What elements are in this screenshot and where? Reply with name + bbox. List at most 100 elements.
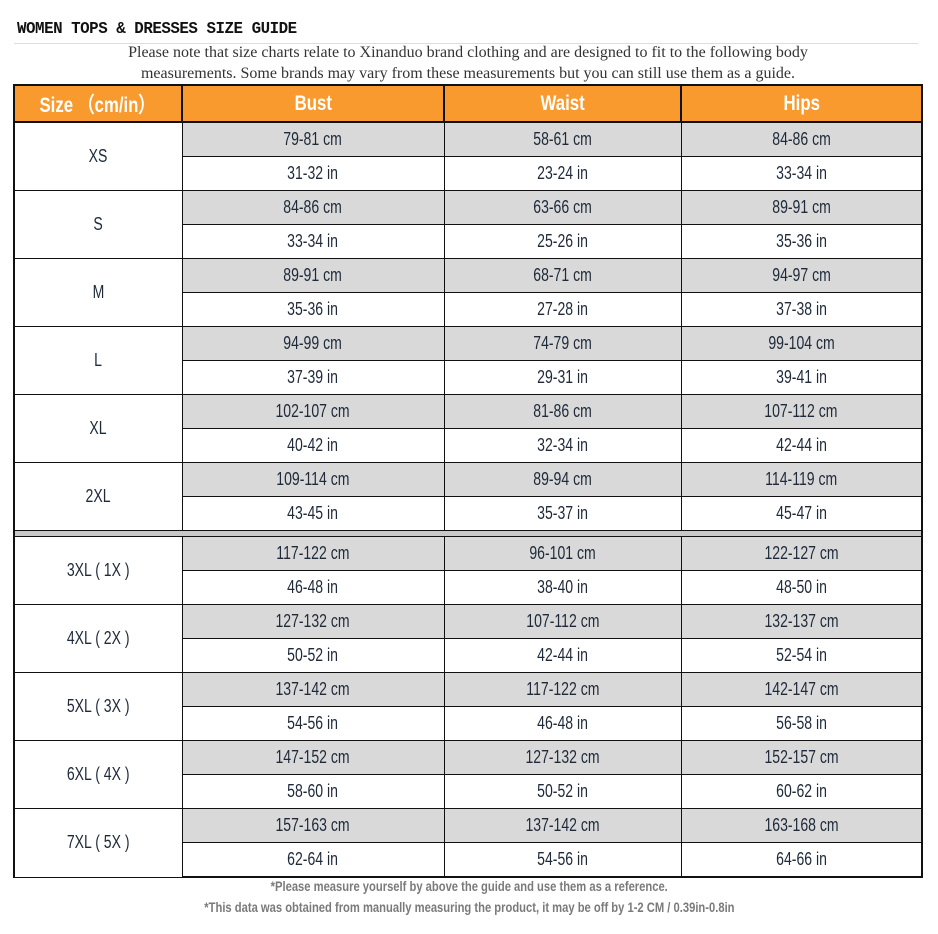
footnotes: *Please measure yourself by above the gu… <box>0 876 938 918</box>
size-label: M <box>13 258 183 327</box>
cell-in: 37-39 in <box>181 360 445 395</box>
size-label: S <box>13 190 183 259</box>
cell-cm: 114-119 cm <box>680 462 923 497</box>
cell-in: 29-31 in <box>443 360 682 395</box>
table-row-cm: L 94-99 cm 74-79 cm 99-104 cm <box>13 326 923 395</box>
divider <box>14 43 918 44</box>
cell-in: 38-40 in <box>443 570 682 605</box>
cell-cm: 137-142 cm <box>443 808 682 843</box>
cell-cm: 137-142 cm <box>181 672 445 707</box>
table-row-cm: 2XL 109-114 cm 89-94 cm 114-119 cm <box>13 462 923 531</box>
cell-in: 25-26 in <box>443 224 682 259</box>
footnote: *Please measure yourself by above the gu… <box>270 878 668 894</box>
cell-cm: 84-86 cm <box>680 121 923 157</box>
table-row-cm: XL 102-107 cm 81-86 cm 107-112 cm <box>13 394 923 463</box>
cell-in: 52-54 in <box>680 638 923 673</box>
table-row-in: 31-32 in 23-24 in 33-34 in <box>14 156 923 191</box>
size-label: 4XL ( 2X ) <box>13 604 183 673</box>
cell-cm: 81-86 cm <box>443 394 682 429</box>
cell-in: 56-58 in <box>680 706 923 741</box>
size-label: 2XL <box>13 462 183 531</box>
cell-in: 62-64 in <box>181 842 445 878</box>
table-row-cm: S 84-86 cm 63-66 cm 89-91 cm <box>13 190 923 259</box>
cell-cm: 127-132 cm <box>443 740 682 775</box>
cell-in: 31-32 in <box>181 156 445 191</box>
note-line: Please note that size charts relate to X… <box>128 44 808 61</box>
cell-in: 35-36 in <box>680 224 923 259</box>
cell-cm: 102-107 cm <box>181 394 445 429</box>
cell-cm: 122-127 cm <box>680 536 923 571</box>
size-label: L <box>13 326 183 395</box>
cell-in: 39-41 in <box>680 360 923 395</box>
cell-in: 46-48 in <box>181 570 445 605</box>
table-row-in: 62-64 in 54-56 in 64-66 in <box>14 842 923 878</box>
cell-cm: 109-114 cm <box>181 462 445 497</box>
table-row-in: 35-36 in 27-28 in 37-38 in <box>14 292 923 327</box>
cell-cm: 152-157 cm <box>680 740 923 775</box>
cell-cm: 157-163 cm <box>181 808 445 843</box>
cell-cm: 117-122 cm <box>443 672 682 707</box>
size-label: 5XL ( 3X ) <box>13 672 183 741</box>
cell-in: 60-62 in <box>680 774 923 809</box>
cell-in: 43-45 in <box>181 496 445 531</box>
size-label: 6XL ( 4X ) <box>13 740 183 809</box>
cell-in: 64-66 in <box>680 842 923 878</box>
cell-in: 54-56 in <box>443 842 682 878</box>
cell-cm: 94-99 cm <box>181 326 445 361</box>
header-size: Size （cm/in） <box>13 84 183 123</box>
cell-cm: 147-152 cm <box>181 740 445 775</box>
table-row-in: 58-60 in 50-52 in 60-62 in <box>14 774 923 809</box>
footnote: *This data was obtained from manually me… <box>203 899 735 915</box>
cell-in: 42-44 in <box>680 428 923 463</box>
cell-cm: 163-168 cm <box>680 808 923 843</box>
cell-in: 58-60 in <box>181 774 445 809</box>
cell-in: 37-38 in <box>680 292 923 327</box>
table-row-in: 33-34 in 25-26 in 35-36 in <box>14 224 923 259</box>
cell-cm: 84-86 cm <box>181 190 445 225</box>
cell-in: 45-47 in <box>680 496 923 531</box>
cell-in: 54-56 in <box>181 706 445 741</box>
cell-cm: 117-122 cm <box>181 536 445 571</box>
cell-in: 42-44 in <box>443 638 682 673</box>
cell-cm: 132-137 cm <box>680 604 923 639</box>
table-row-cm: 4XL ( 2X ) 127-132 cm 107-112 cm 132-137 cm <box>13 604 923 673</box>
cell-cm: 99-104 cm <box>680 326 923 361</box>
table-row-cm: 7XL ( 5X ) 157-163 cm 137-142 cm 163-168 cm <box>13 808 923 878</box>
page-title: WOMEN TOPS & DRESSES SIZE GUIDE <box>17 20 297 39</box>
cell-cm: 79-81 cm <box>181 121 445 157</box>
intro-note: Please note that size charts relate to X… <box>14 42 922 84</box>
header-bust: Bust <box>181 84 445 123</box>
cell-cm: 107-112 cm <box>443 604 682 639</box>
cell-in: 46-48 in <box>443 706 682 741</box>
header-waist: Waist <box>443 84 682 123</box>
cell-cm: 96-101 cm <box>443 536 682 571</box>
cell-cm: 63-66 cm <box>443 190 682 225</box>
cell-cm: 94-97 cm <box>680 258 923 293</box>
size-label: 3XL ( 1X ) <box>13 536 183 605</box>
table-row-in: 40-42 in 32-34 in 42-44 in <box>14 428 923 463</box>
cell-in: 35-36 in <box>181 292 445 327</box>
cell-cm: 107-112 cm <box>680 394 923 429</box>
table-row-cm: M 89-91 cm 68-71 cm 94-97 cm <box>13 258 923 327</box>
cell-in: 50-52 in <box>443 774 682 809</box>
note-line: measurements. Some brands may vary from … <box>140 65 796 82</box>
cell-in: 40-42 in <box>181 428 445 463</box>
cell-cm: 89-91 cm <box>680 190 923 225</box>
cell-cm: 68-71 cm <box>443 258 682 293</box>
cell-in: 50-52 in <box>181 638 445 673</box>
size-label: XL <box>13 394 183 463</box>
header-hips: Hips <box>680 84 923 123</box>
cell-cm: 89-94 cm <box>443 462 682 497</box>
cell-cm: 58-61 cm <box>443 121 682 157</box>
cell-in: 35-37 in <box>443 496 682 531</box>
size-table: Size （cm/in） Bust Waist Hips XS 79-81 cm 5… <box>13 84 923 878</box>
cell-in: 32-34 in <box>443 428 682 463</box>
table-row-cm: 5XL ( 3X ) 137-142 cm 117-122 cm 142-147 cm <box>13 672 923 741</box>
cell-in: 23-24 in <box>443 156 682 191</box>
cell-cm: 127-132 cm <box>181 604 445 639</box>
cell-cm: 89-91 cm <box>181 258 445 293</box>
cell-in: 33-34 in <box>181 224 445 259</box>
size-label: 7XL ( 5X ) <box>13 808 183 878</box>
table-row-in: 37-39 in 29-31 in 39-41 in <box>14 360 923 395</box>
table-row-cm: XS 79-81 cm 58-61 cm 84-86 cm <box>13 121 923 191</box>
